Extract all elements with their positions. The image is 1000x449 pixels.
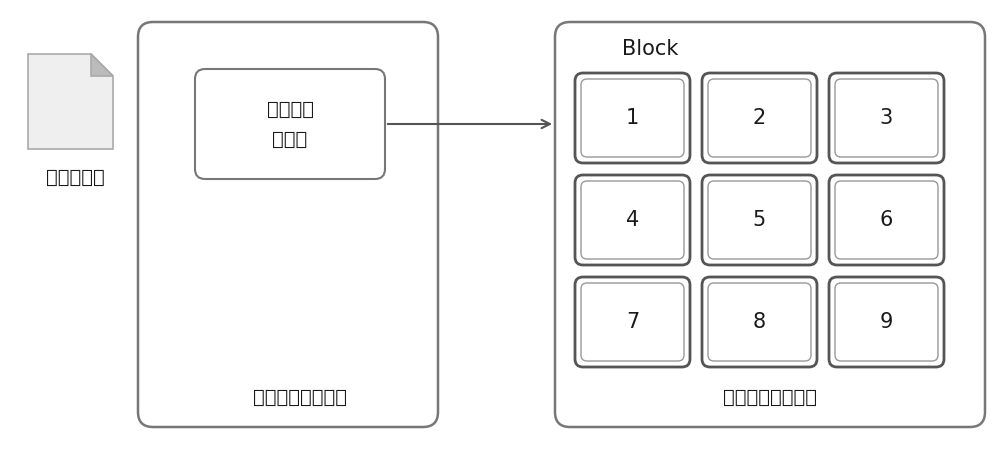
FancyBboxPatch shape xyxy=(581,79,684,157)
Text: 2: 2 xyxy=(753,108,766,128)
FancyBboxPatch shape xyxy=(708,79,811,157)
Text: 9: 9 xyxy=(880,312,893,332)
Text: 选取的测: 选取的测 xyxy=(266,100,314,119)
FancyBboxPatch shape xyxy=(702,277,817,367)
FancyBboxPatch shape xyxy=(835,181,938,259)
FancyBboxPatch shape xyxy=(575,73,690,163)
FancyBboxPatch shape xyxy=(708,181,811,259)
FancyBboxPatch shape xyxy=(581,181,684,259)
FancyBboxPatch shape xyxy=(138,22,438,427)
FancyBboxPatch shape xyxy=(835,79,938,157)
Text: 3: 3 xyxy=(880,108,893,128)
Text: 5: 5 xyxy=(753,210,766,230)
FancyBboxPatch shape xyxy=(829,277,944,367)
FancyBboxPatch shape xyxy=(702,175,817,265)
Polygon shape xyxy=(28,54,113,149)
Text: 4: 4 xyxy=(626,210,639,230)
FancyBboxPatch shape xyxy=(835,283,938,361)
FancyBboxPatch shape xyxy=(575,175,690,265)
Polygon shape xyxy=(91,54,113,76)
Text: 1: 1 xyxy=(626,108,639,128)
Text: 7: 7 xyxy=(626,312,639,332)
Text: 预模糊测试: 预模糊测试 xyxy=(46,167,104,186)
FancyBboxPatch shape xyxy=(702,73,817,163)
FancyBboxPatch shape xyxy=(829,175,944,265)
FancyBboxPatch shape xyxy=(829,73,944,163)
FancyBboxPatch shape xyxy=(581,283,684,361)
Text: 6: 6 xyxy=(880,210,893,230)
Text: 试用例: 试用例 xyxy=(272,129,308,149)
FancyBboxPatch shape xyxy=(708,283,811,361)
FancyBboxPatch shape xyxy=(575,277,690,367)
FancyBboxPatch shape xyxy=(555,22,985,427)
FancyBboxPatch shape xyxy=(195,69,385,179)
Text: 8: 8 xyxy=(753,312,766,332)
Text: 待测试二进制程序: 待测试二进制程序 xyxy=(723,387,817,406)
Text: 模糊输入输出接口: 模糊输入输出接口 xyxy=(253,387,347,406)
Text: Block: Block xyxy=(622,39,678,59)
